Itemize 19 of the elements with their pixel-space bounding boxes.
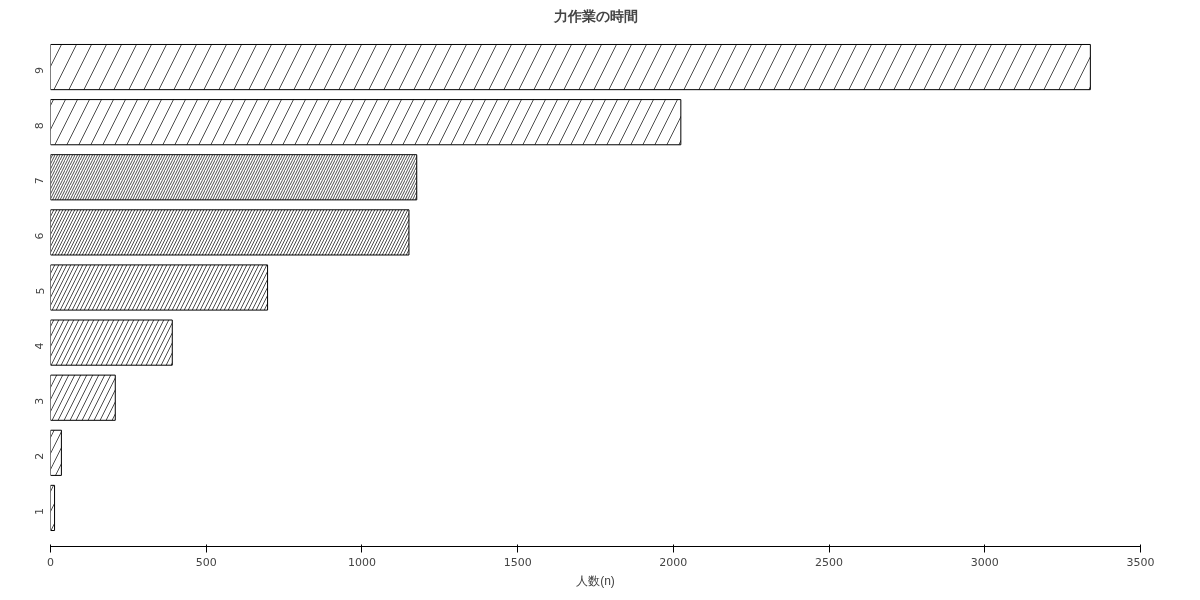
x-tick-label: 500 (195, 555, 217, 569)
y-tick-label: 6 (33, 232, 47, 240)
y-tick-label: 7 (33, 177, 47, 185)
x-tick-label: 3000 (970, 555, 999, 569)
y-tick-label: 9 (33, 67, 47, 75)
y-tick-label: 8 (33, 122, 47, 130)
y-tick-label: 1 (33, 507, 47, 515)
x-tick-label: 1000 (347, 555, 376, 569)
chart-title: 力作業の時間 (552, 7, 638, 24)
y-tick-label: 4 (33, 342, 47, 350)
x-tick-label: 2500 (815, 555, 844, 569)
x-tick-label: 3500 (1126, 555, 1155, 569)
x-tick-label: 0 (47, 555, 54, 569)
y-tick-label: 3 (33, 397, 47, 405)
x-tick-label: 2000 (659, 555, 688, 569)
x-axis-title: 人数(n) (576, 573, 615, 588)
y-tick-label: 5 (33, 287, 47, 295)
x-tick-label: 1500 (503, 555, 532, 569)
y-tick-label: 2 (33, 452, 47, 460)
